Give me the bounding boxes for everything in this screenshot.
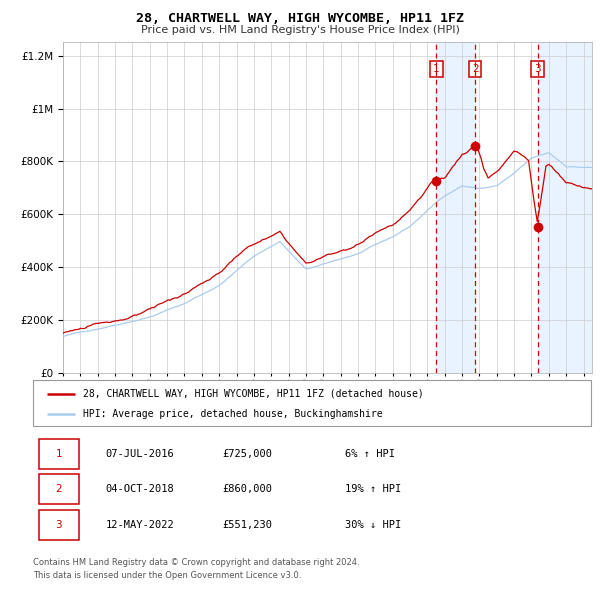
FancyBboxPatch shape — [38, 474, 79, 504]
Text: £551,230: £551,230 — [223, 520, 273, 530]
Text: 04-OCT-2018: 04-OCT-2018 — [106, 484, 174, 494]
Bar — [538, 42, 592, 373]
Text: This data is licensed under the Open Government Licence v3.0.: This data is licensed under the Open Gov… — [33, 571, 301, 579]
Text: Contains HM Land Registry data © Crown copyright and database right 2024.: Contains HM Land Registry data © Crown c… — [33, 558, 359, 566]
Text: 12-MAY-2022: 12-MAY-2022 — [106, 520, 174, 530]
Text: 28, CHARTWELL WAY, HIGH WYCOMBE, HP11 1FZ (detached house): 28, CHARTWELL WAY, HIGH WYCOMBE, HP11 1F… — [83, 389, 424, 399]
Text: 19% ↑ HPI: 19% ↑ HPI — [346, 484, 402, 494]
FancyBboxPatch shape — [38, 439, 79, 469]
FancyBboxPatch shape — [33, 380, 591, 426]
Text: 2: 2 — [55, 484, 62, 494]
Text: 3: 3 — [535, 64, 541, 74]
Text: £725,000: £725,000 — [223, 449, 273, 459]
Text: 28, CHARTWELL WAY, HIGH WYCOMBE, HP11 1FZ: 28, CHARTWELL WAY, HIGH WYCOMBE, HP11 1F… — [136, 12, 464, 25]
Text: 1: 1 — [433, 64, 440, 74]
Text: 2: 2 — [472, 64, 478, 74]
Text: 1: 1 — [55, 449, 62, 459]
Text: 6% ↑ HPI: 6% ↑ HPI — [346, 449, 395, 459]
FancyBboxPatch shape — [38, 510, 79, 540]
Text: 07-JUL-2016: 07-JUL-2016 — [106, 449, 174, 459]
Text: 30% ↓ HPI: 30% ↓ HPI — [346, 520, 402, 530]
Text: HPI: Average price, detached house, Buckinghamshire: HPI: Average price, detached house, Buck… — [83, 409, 383, 419]
Bar — [436, 42, 475, 373]
Text: Price paid vs. HM Land Registry's House Price Index (HPI): Price paid vs. HM Land Registry's House … — [140, 25, 460, 35]
Text: 3: 3 — [55, 520, 62, 530]
Text: £860,000: £860,000 — [223, 484, 273, 494]
